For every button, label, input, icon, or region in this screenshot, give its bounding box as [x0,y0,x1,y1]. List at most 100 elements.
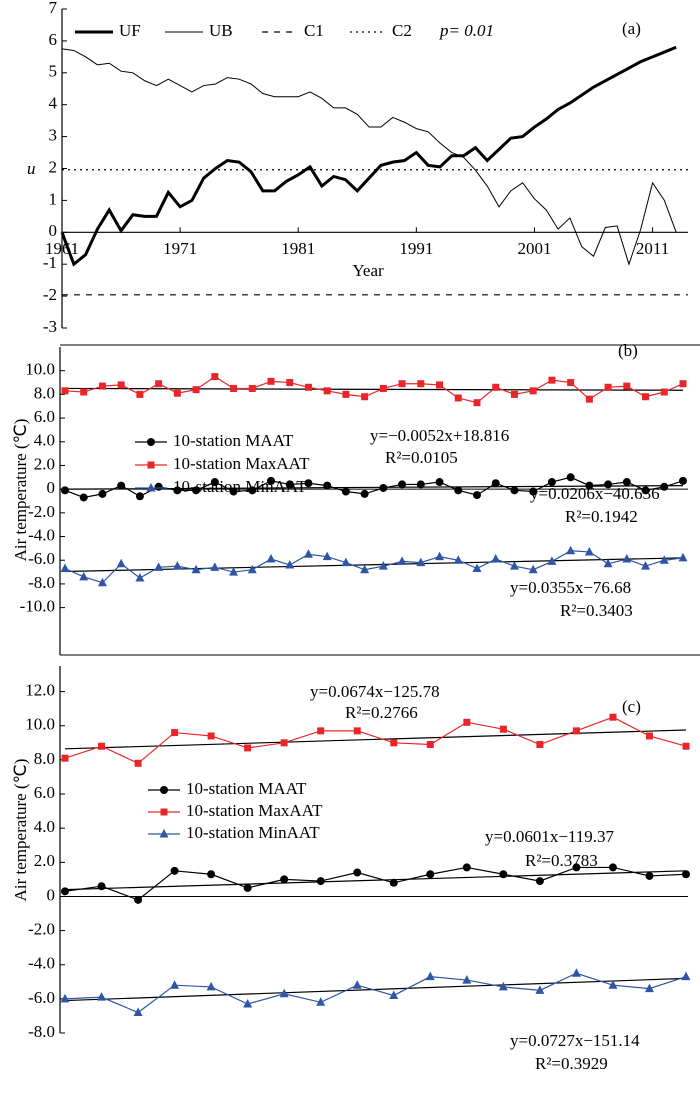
marker [360,489,369,498]
y-tick-label: 6 [49,30,58,49]
marker [473,399,481,407]
marker [211,373,219,381]
x-axis-label: Year [352,261,384,280]
marker [585,481,594,490]
x-tick-label: 1981 [281,239,315,258]
marker [285,480,294,489]
marker [147,438,155,446]
marker [462,975,472,984]
x-tick-label: 2011 [636,239,669,258]
marker [398,380,406,388]
marker [499,870,508,879]
legend-label: 10-station MinAAT [173,477,307,496]
marker [243,998,253,1008]
marker [436,381,444,389]
marker [622,478,631,487]
panel-label: (c) [622,697,641,716]
marker [134,895,143,904]
marker [462,863,471,872]
marker [247,564,257,574]
marker [97,992,107,1001]
marker [453,555,463,564]
marker [267,476,275,485]
series-line [64,972,687,1014]
series-line [64,550,684,584]
y-tick-label: 10.0 [25,715,55,734]
marker [136,390,144,398]
marker [342,390,350,398]
marker [192,486,201,495]
marker [244,744,252,752]
marker [608,980,618,989]
marker [435,551,445,561]
y-tick-label: -10.0 [20,597,55,616]
marker [160,786,168,794]
annotation: y=−0.0052x+18.816 [370,426,509,445]
marker [360,564,370,574]
annotation: R²=0.1942 [565,507,638,526]
marker [645,732,653,740]
marker [492,383,500,391]
marker [659,555,669,564]
marker [435,478,444,487]
annotation: y=0.0727x−151.14 [510,1031,640,1050]
marker [210,562,220,571]
x-tick-label: 1991 [399,239,433,258]
panel-label: (b) [618,341,638,360]
annotation: y=0.0206x−40.636 [530,484,660,503]
y-tick-label: 5 [49,62,58,81]
marker [623,382,631,390]
marker [154,482,163,491]
marker [571,968,581,977]
y-tick-label: -2 [43,285,57,304]
marker [155,380,163,388]
y-tick-label: -4.0 [28,954,55,973]
y-tick-label: 0 [49,221,58,240]
marker [454,486,463,495]
marker [622,554,632,563]
marker [499,725,507,733]
marker [159,829,169,838]
marker [322,551,332,561]
y-tick-label: -6.0 [28,988,55,1007]
marker [97,577,107,587]
trend-line [64,557,684,573]
marker [604,480,613,489]
y-tick-label: -3 [43,317,57,336]
y-tick-label: 8.0 [34,749,55,768]
marker [61,387,69,395]
marker [548,376,556,384]
marker [207,870,216,879]
legend-label: UF [119,21,141,40]
marker [135,492,144,501]
series-line [64,476,684,499]
marker [608,863,617,872]
y-tick-label: 0 [47,478,56,497]
marker [192,386,200,394]
marker [491,554,501,563]
marker [160,808,168,816]
marker [425,971,435,981]
x-tick-label: 1971 [163,239,197,258]
marker [285,559,295,569]
marker [378,561,388,570]
y-axis-label: Air temperature (℃) [11,759,30,902]
y-tick-label: 4 [49,94,58,113]
marker [660,482,669,491]
y-tick-label: 8.0 [34,383,55,402]
trend-line [64,870,687,891]
marker [463,718,471,726]
marker [147,461,155,469]
y-tick-label: 2.0 [34,454,55,473]
marker [98,489,107,498]
marker [585,395,593,403]
marker [135,573,145,582]
marker [572,863,581,872]
y-axis-label: u [27,159,36,178]
marker [172,561,182,570]
marker [323,387,331,395]
marker [584,546,594,556]
marker [416,480,425,489]
marker [316,997,326,1006]
